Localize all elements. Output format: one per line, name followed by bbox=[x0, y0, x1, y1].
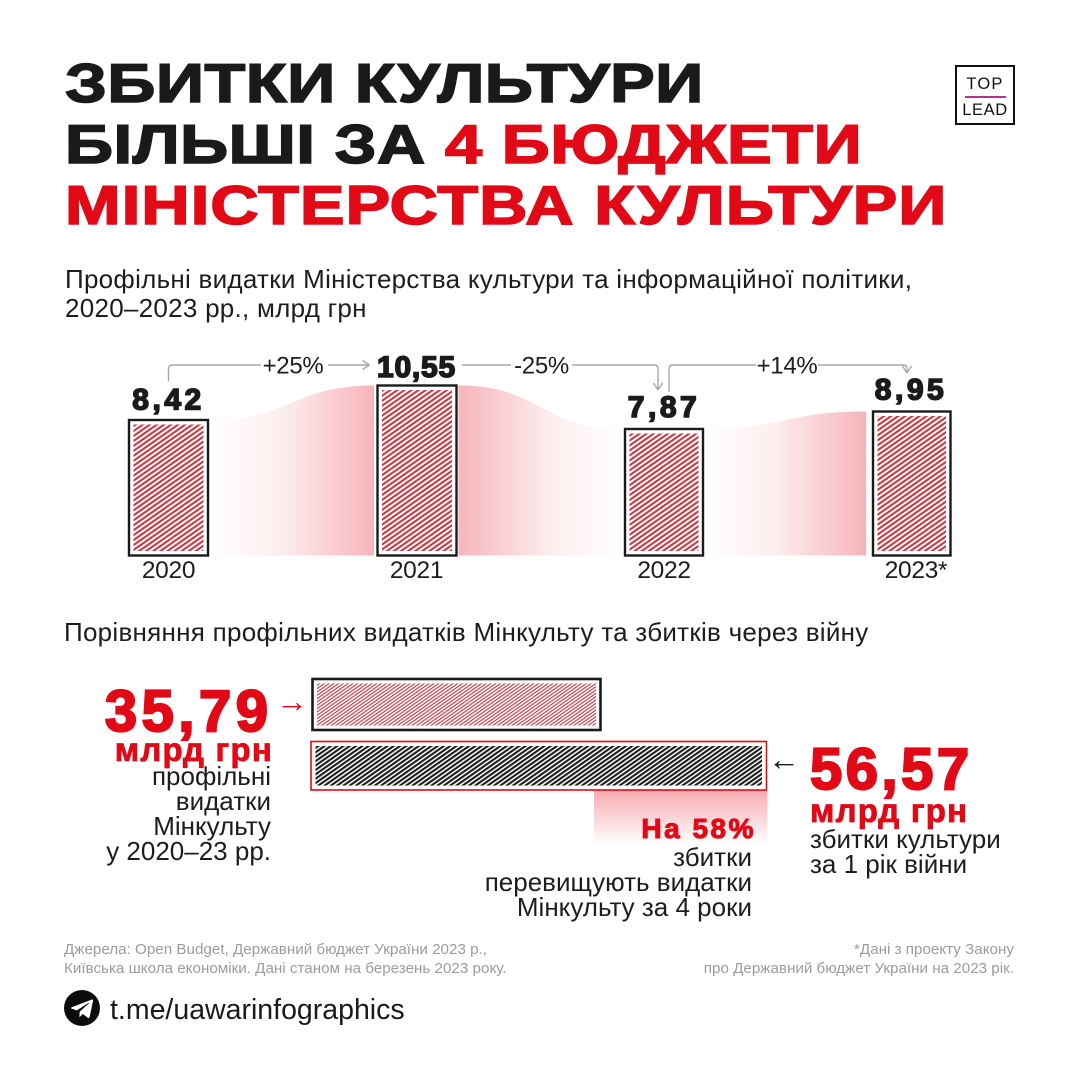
svg-text:+25%: +25% bbox=[263, 353, 324, 380]
svg-text:2020: 2020 bbox=[142, 557, 195, 584]
svg-text:8,42: 8,42 bbox=[132, 384, 204, 417]
svg-text:2022: 2022 bbox=[637, 557, 690, 584]
svg-text:2023*: 2023* bbox=[885, 557, 948, 584]
svg-text:10,55: 10,55 bbox=[377, 351, 456, 384]
svg-text:2021: 2021 bbox=[390, 557, 443, 584]
svg-text:8,95: 8,95 bbox=[875, 374, 947, 407]
svg-text:7,87: 7,87 bbox=[628, 391, 700, 424]
svg-text:-25%: -25% bbox=[514, 353, 569, 380]
svg-text:+14%: +14% bbox=[757, 353, 818, 380]
